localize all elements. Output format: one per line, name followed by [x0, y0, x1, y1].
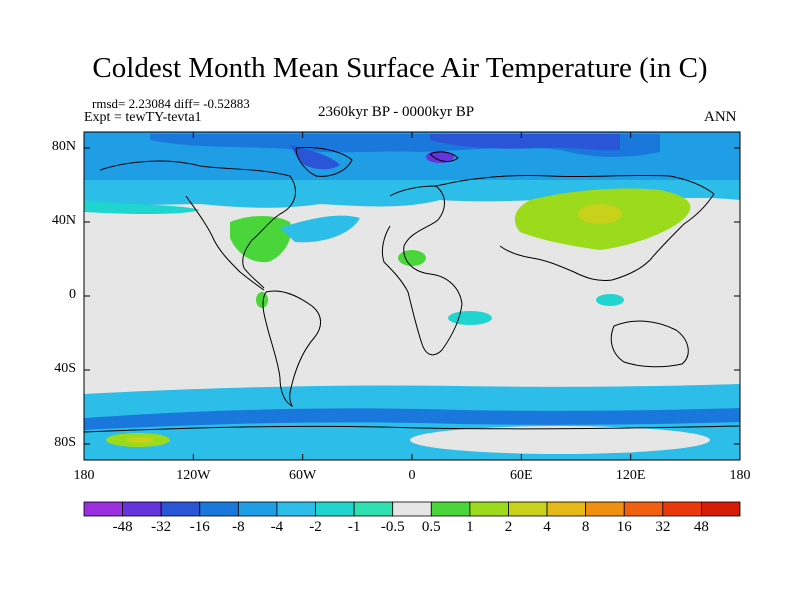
colorbar-swatch — [160, 501, 201, 517]
colorbar-label: 0.5 — [421, 519, 441, 535]
europe-africa-coast — [381, 185, 463, 356]
y-axis-label: 0 — [69, 287, 76, 302]
antarctic-olive-patch — [126, 437, 154, 443]
colorbar-swatch — [122, 501, 162, 517]
colorbar-label: 1 — [466, 519, 474, 535]
siberia-dark-region — [430, 134, 620, 151]
colorbar-swatch — [237, 501, 278, 517]
indian-ocean-teal — [448, 311, 492, 325]
temperature-field — [84, 132, 740, 460]
colorbar-label: 2 — [504, 519, 513, 535]
asia-east-coast — [499, 193, 715, 281]
colorbar-label: -1 — [347, 519, 361, 535]
atlantic-cyan-patch — [280, 215, 360, 243]
arctic-violet-patch — [426, 151, 454, 163]
x-axis-label: 0 — [408, 468, 416, 483]
colorbar-label: 48 — [693, 519, 709, 535]
colorbar-swatch — [508, 501, 548, 517]
x-axis-label: 120W — [176, 468, 211, 483]
colorbar-swatch — [662, 501, 702, 517]
period-label: 2360kyr BP - 0000kyr BP — [318, 104, 475, 120]
colorbar-swatch — [83, 501, 123, 517]
colorbar-swatch — [199, 501, 239, 517]
greenland-blue — [290, 145, 340, 170]
colorbar-swatch — [315, 501, 355, 517]
australia-coast — [610, 320, 689, 368]
pacific-green-spot — [256, 292, 268, 308]
svalbard-islands — [429, 151, 459, 162]
greenland-coast — [295, 147, 353, 177]
colorbar-swatch — [276, 501, 316, 517]
x-axis-label: 120E — [615, 468, 646, 483]
coastlines — [84, 147, 740, 433]
antarctica-coast — [84, 425, 740, 433]
colorbar-swatch — [469, 501, 509, 517]
experiment-label: Expt = tewTY-tevta1 — [84, 110, 202, 125]
colorbar-label: -16 — [189, 519, 210, 535]
colorbar-label: -0.5 — [380, 519, 405, 535]
colorbar-label: 16 — [616, 519, 632, 535]
north-pacific-teal — [84, 200, 200, 214]
southeast-asia-teal — [596, 294, 624, 306]
axis-ticks — [83, 132, 741, 460]
colorbar-swatch — [430, 501, 471, 517]
colorbar-label: -4 — [270, 519, 284, 535]
y-axis-label: 80N — [51, 139, 76, 154]
colorbar-label: -2 — [309, 519, 322, 535]
x-axis-label: 180 — [73, 468, 95, 483]
season-label: ANN — [704, 109, 737, 125]
north-atlantic-cyan — [84, 180, 740, 208]
colorbar-swatch — [353, 501, 394, 517]
y-axis-label: 80S — [54, 435, 76, 450]
colorbar-swatch — [392, 501, 432, 517]
north-america-west-coast — [185, 195, 265, 291]
africa-green-patch — [398, 250, 426, 266]
south-america-coast — [262, 290, 321, 408]
y-axis-label: 40S — [54, 361, 76, 376]
x-axis-label: 60W — [289, 468, 317, 483]
colorbar-swatch — [701, 501, 741, 517]
x-axis-label: 60E — [510, 468, 533, 483]
colorbar-label: -32 — [151, 519, 172, 535]
y-axis-label: 40N — [51, 213, 76, 228]
colorbar-swatch — [623, 501, 664, 517]
colorbar-swatch — [585, 501, 625, 517]
colorbar-label: 4 — [543, 519, 551, 535]
colorbar-label: 8 — [581, 519, 590, 535]
colorbar — [83, 501, 741, 517]
north-america-coast — [99, 160, 296, 289]
colorbar-label: -8 — [232, 519, 245, 535]
asia-olive-patch — [578, 204, 622, 224]
colorbar-label: 32 — [655, 519, 671, 535]
x-axis-label: 180 — [729, 468, 751, 483]
eurasia-north-coast — [435, 174, 715, 195]
antarctic-light-region — [410, 426, 710, 454]
plot-title: Coldest Month Mean Surface Air Temperatu… — [92, 52, 708, 84]
colorbar-label: -48 — [112, 519, 133, 535]
colorbar-swatch — [546, 501, 587, 517]
stats-text: rmsd= 2.23084 diff= -0.52883 — [92, 96, 250, 111]
